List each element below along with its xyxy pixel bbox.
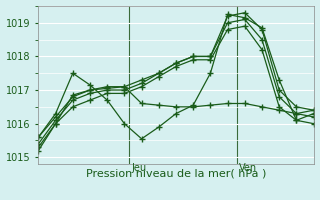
X-axis label: Pression niveau de la mer( hPa ): Pression niveau de la mer( hPa ) [86,168,266,178]
Text: Jeu: Jeu [132,163,147,173]
Text: Ven: Ven [239,163,257,173]
